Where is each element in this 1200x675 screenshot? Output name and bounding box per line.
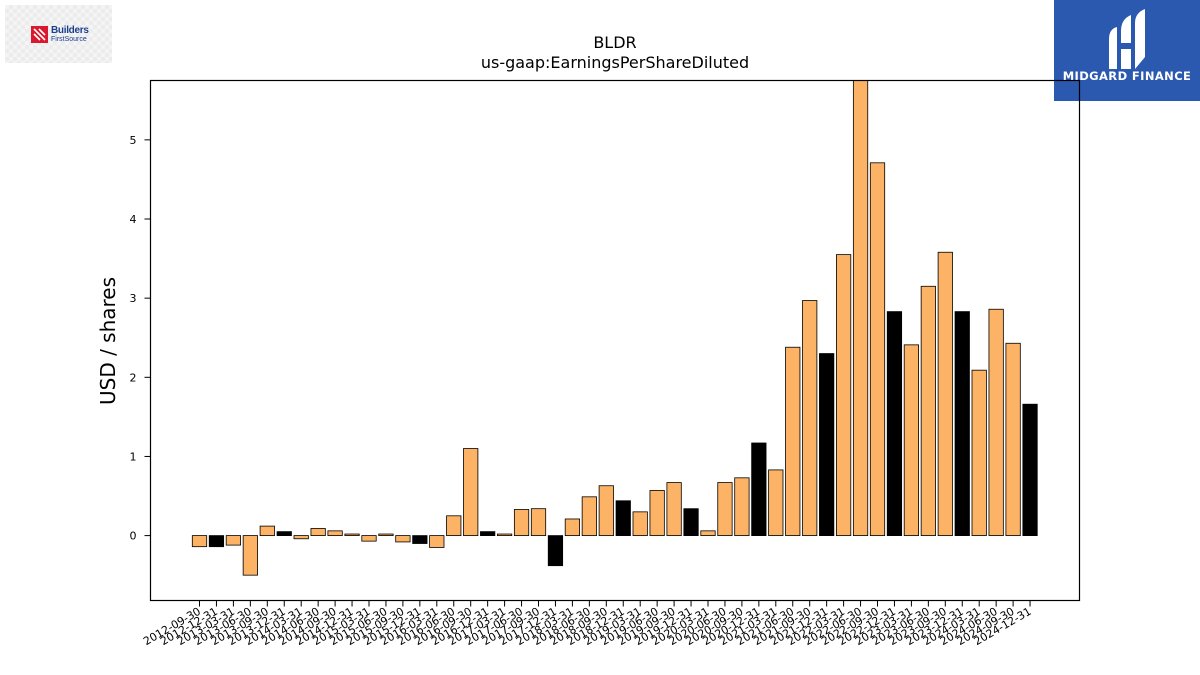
bar-2024-12-31 [1022, 403, 1038, 536]
logo-brand-line1: Builders [51, 25, 89, 36]
y-tick-label: 2 [130, 371, 137, 384]
y-axis-label: USD / shares [96, 277, 120, 405]
bar-2022-03-31 [836, 254, 852, 536]
bar-2018-06-30 [581, 496, 597, 537]
bar-2016-06-30 [446, 515, 462, 536]
bar-2014-03-31 [293, 535, 309, 540]
bar-2020-09-30 [734, 477, 750, 537]
chart-title: BLDR [593, 33, 636, 52]
bar-2018-12-31 [615, 500, 631, 536]
bar-2012-09-30 [191, 535, 208, 548]
plot-frame [149, 79, 1081, 602]
bar-2021-09-30 [802, 300, 818, 537]
y-tick-label: 3 [130, 292, 137, 305]
bar-2023-03-31 [903, 344, 920, 537]
logo-brand-line2: FirstSource [51, 36, 87, 43]
bar-2020-03-31 [700, 530, 716, 536]
bar-2017-12-31 [547, 535, 564, 567]
bar-2013-06-30 [242, 535, 258, 576]
bar-2022-09-30 [869, 162, 886, 537]
bars-group [191, 80, 1038, 576]
y-tick-label: 1 [130, 450, 137, 463]
bar-2018-03-31 [564, 518, 581, 536]
bar-2021-12-31 [819, 353, 835, 536]
bar-2017-06-30 [513, 509, 530, 537]
x-axis-ticks: 2012-09-302012-12-312013-03-312013-06-30… [141, 600, 1034, 648]
bar-2023-06-30 [920, 285, 936, 537]
chart-subtitle: us-gaap:EarningsPerShareDiluted [481, 53, 749, 72]
bar-2014-12-31 [344, 533, 360, 537]
bar-2024-09-30 [1005, 342, 1021, 536]
builders-firstsource-logo: Builders FirstSource [5, 5, 112, 63]
builders-firstsource-logo-icon [31, 26, 48, 43]
bar-2019-09-30 [666, 482, 682, 537]
bar-2022-12-31 [886, 311, 903, 536]
bar-2016-03-31 [429, 535, 445, 548]
midgard-finance-logo: MIDGARD FINANCE [1054, 0, 1200, 101]
bar-2013-09-30 [259, 525, 275, 536]
bar-2021-03-31 [768, 469, 784, 537]
bar-2018-09-30 [598, 485, 614, 536]
bar-2023-09-30 [937, 251, 953, 537]
y-axis-ticks: 0 1 2 3 4 5 [130, 134, 151, 543]
bar-2017-03-31 [496, 533, 513, 537]
bar-2024-06-30 [988, 308, 1004, 536]
bar-2017-09-30 [530, 508, 547, 537]
bar-2019-06-30 [649, 490, 665, 536]
bar-2016-09-30 [463, 448, 479, 537]
y-tick-label: 5 [130, 134, 137, 147]
bar-2016-12-31 [480, 531, 496, 537]
bar-2015-09-30 [395, 535, 411, 543]
bar-2013-03-31 [225, 535, 241, 546]
bar-2020-06-30 [717, 482, 733, 537]
bar-2012-12-31 [208, 535, 225, 548]
bar-2014-09-30 [327, 530, 343, 536]
bar-2019-03-31 [632, 511, 648, 536]
bar-2015-03-31 [361, 535, 377, 542]
bar-2014-06-30 [310, 528, 326, 536]
bar-2024-03-31 [971, 369, 987, 536]
bar-2015-12-31 [412, 535, 428, 544]
bar-2015-06-30 [378, 533, 394, 537]
y-tick-label: 0 [130, 530, 137, 543]
midgard-finance-name: MIDGARD FINANCE [1062, 69, 1192, 83]
midgard-finance-logo-icon [1109, 9, 1145, 69]
bar-2021-06-30 [785, 346, 801, 537]
bar-2013-12-31 [276, 531, 292, 537]
bar-2022-06-30 [852, 80, 869, 537]
bar-2019-12-31 [683, 508, 699, 537]
y-tick-label: 4 [130, 213, 137, 226]
bar-2023-12-31 [954, 311, 970, 536]
bar-2020-12-31 [751, 442, 767, 536]
